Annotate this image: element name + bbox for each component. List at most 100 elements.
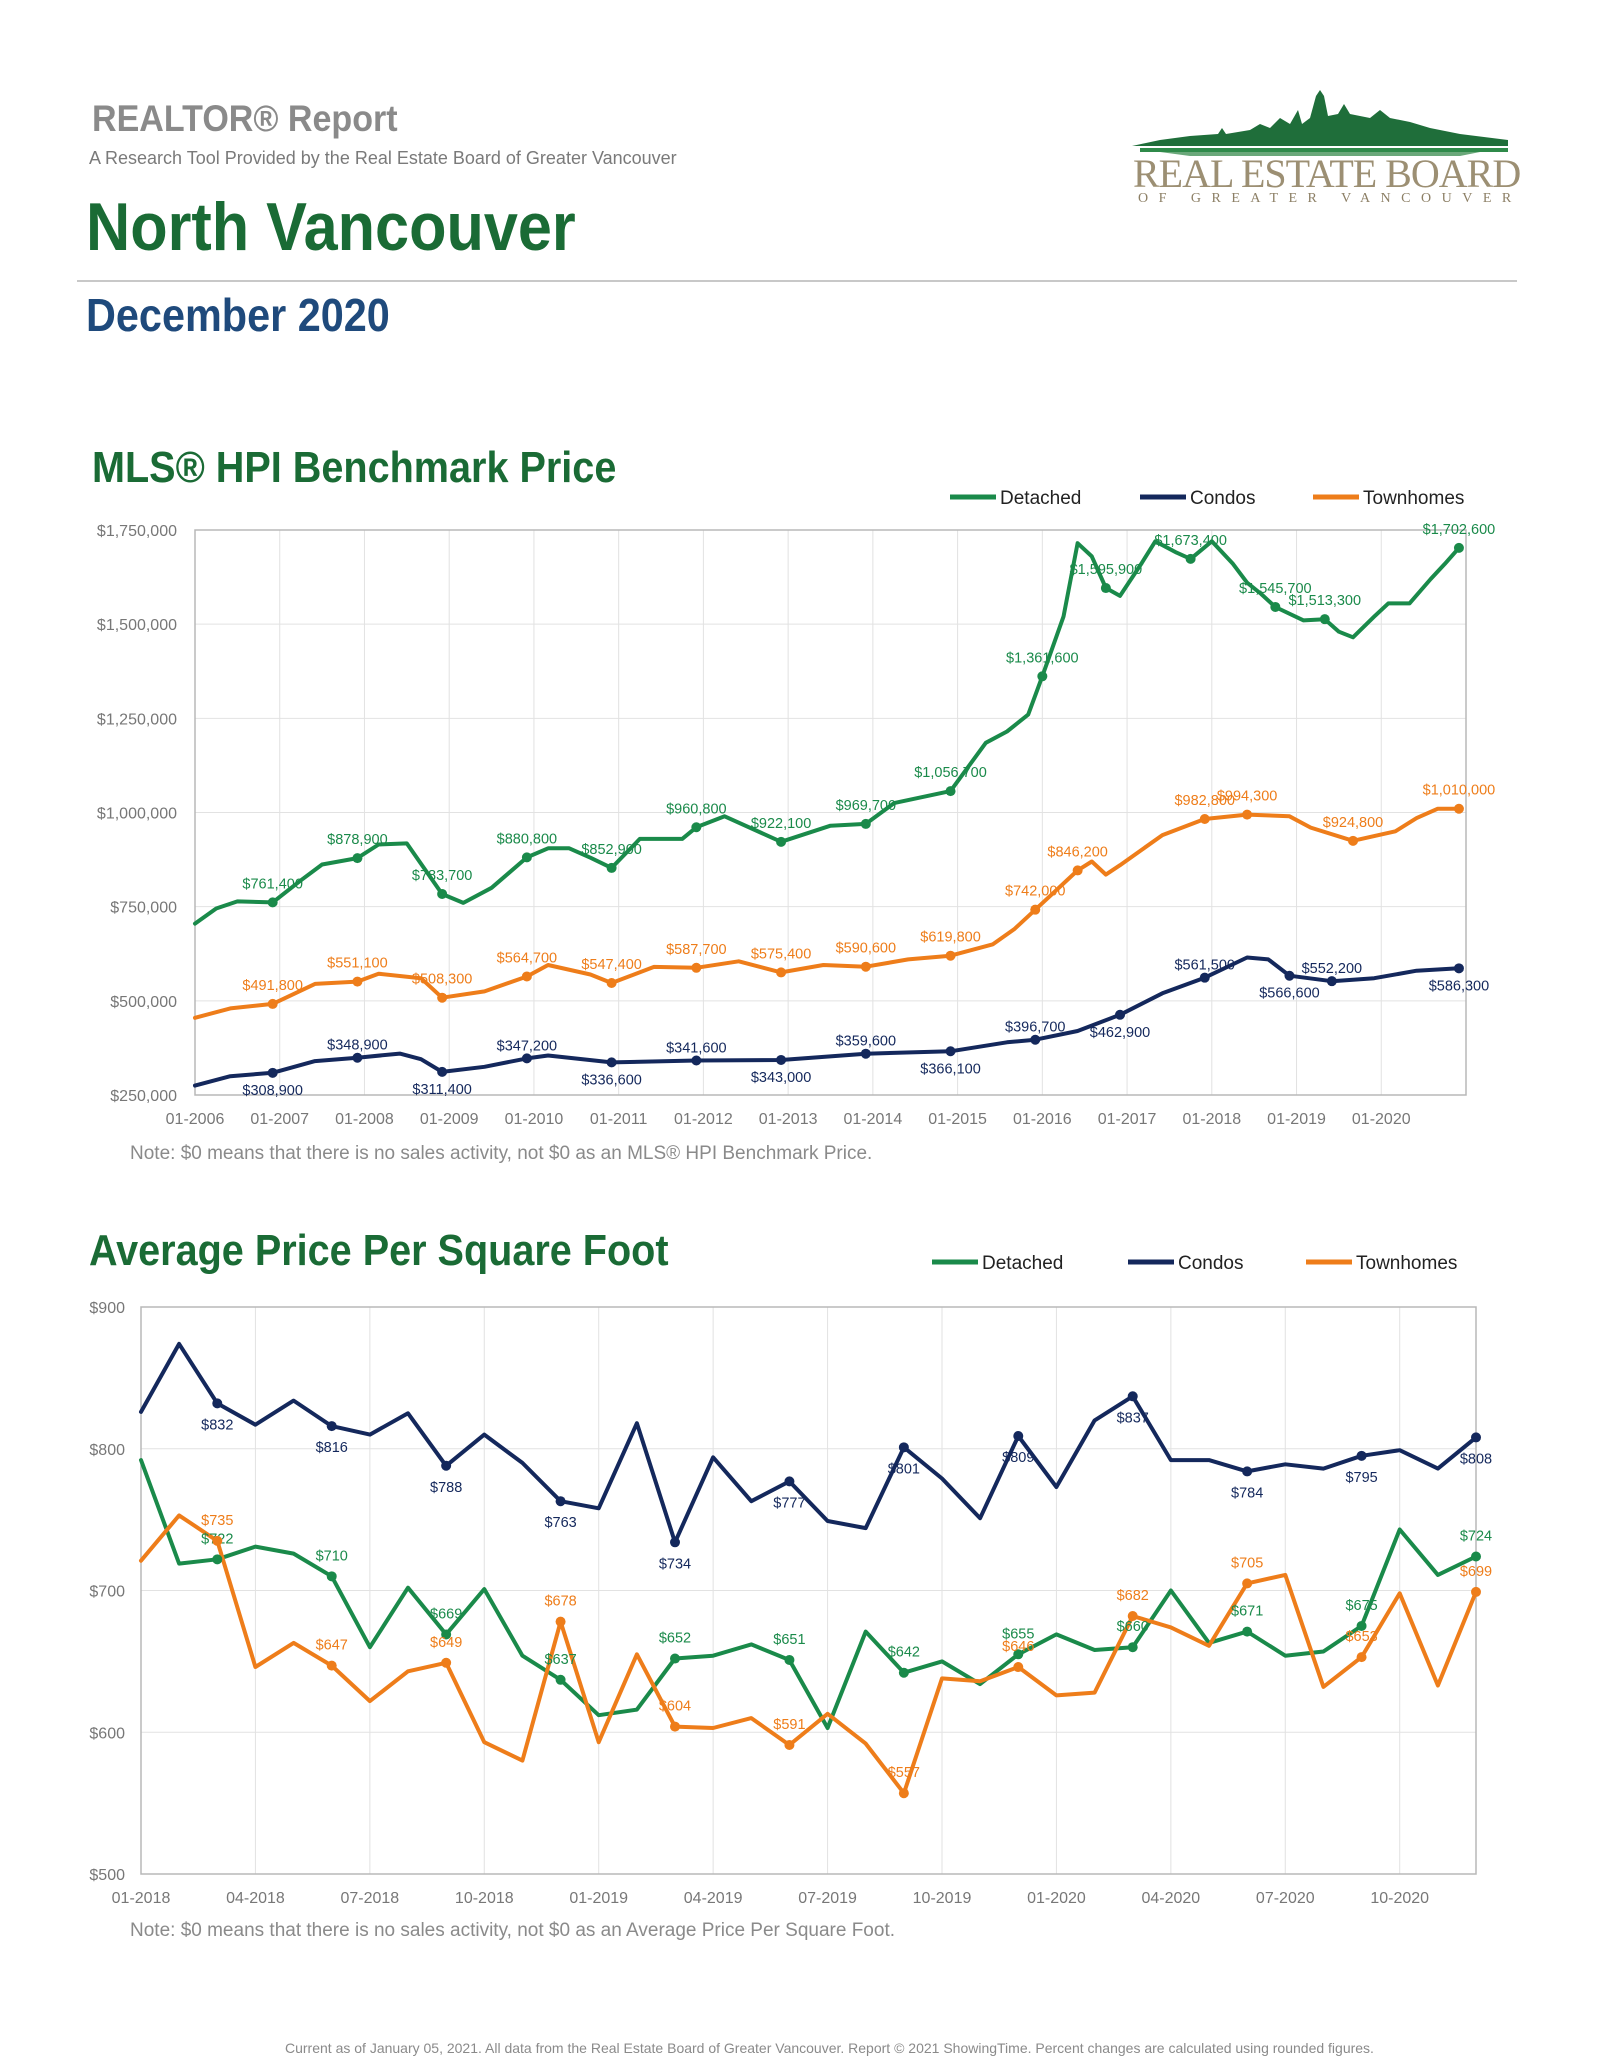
data-label-condos: $795 [1345, 1470, 1377, 1486]
data-point-detached [691, 822, 702, 833]
x-tick-label: 07-2019 [798, 1890, 857, 1907]
x-tick-label: 01-2017 [1098, 1111, 1157, 1128]
data-label-condos: $777 [773, 1495, 805, 1511]
data-point-townhomes [1242, 1578, 1253, 1589]
data-label-townhomes: $551,100 [327, 956, 387, 972]
data-label-townhomes: $557 [888, 1765, 920, 1781]
data-point-condos [1326, 976, 1337, 987]
x-tick-label: 04-2019 [684, 1890, 743, 1907]
x-tick-label: 01-2018 [1182, 1111, 1241, 1128]
data-label-condos: $311,400 [412, 1082, 471, 1098]
footer-text: Current as of January 05, 2021. All data… [285, 2040, 1374, 2056]
data-label-condos: $308,900 [242, 1083, 302, 1099]
data-label-townhomes: $491,800 [242, 978, 302, 994]
page-title: North Vancouver [86, 189, 576, 265]
data-point-townhomes [1453, 803, 1464, 814]
data-label-detached: $783,700 [412, 868, 472, 884]
data-point-detached [1100, 583, 1111, 594]
data-point-detached [1013, 1649, 1024, 1660]
data-point-condos [1356, 1450, 1367, 1461]
data-point-condos [1115, 1009, 1126, 1020]
data-label-condos: $462,900 [1090, 1025, 1150, 1041]
data-label-townhomes: $742,000 [1005, 884, 1065, 900]
x-tick-label: 01-2011 [590, 1111, 648, 1128]
data-point-townhomes [670, 1721, 680, 1732]
data-point-detached [670, 1653, 680, 1664]
series-line-condos [193, 955, 1461, 1088]
data-label-detached: $761,400 [242, 876, 302, 892]
header-divider [77, 280, 1517, 282]
data-label-detached: $724 [1460, 1528, 1492, 1544]
data-point-townhomes [1013, 1662, 1024, 1673]
data-label-townhomes: $924,800 [1323, 815, 1383, 831]
y-tick-label: $900 [89, 1300, 125, 1317]
data-label-condos: $359,600 [836, 1034, 896, 1050]
data-label-townhomes: $647 [316, 1638, 348, 1654]
ppsf-chart: $500 $600 $700 $800 $900 01-2018 04-2018 07-201… [89, 1253, 1492, 1907]
x-tick-label: 04-2018 [226, 1890, 285, 1907]
data-point-condos [784, 1476, 795, 1487]
x-tick-label: 01-2020 [1027, 1890, 1086, 1907]
y-tick-label: $1,750,000 [97, 523, 177, 540]
x-tick-label: 01-2013 [759, 1111, 818, 1128]
data-label-detached: $1,595,900 [1070, 562, 1143, 578]
data-point-detached [521, 852, 532, 863]
data-label-detached: $880,800 [497, 831, 557, 847]
data-label-condos: $396,700 [1005, 1020, 1065, 1036]
y-tick-label: $800 [89, 1442, 125, 1459]
data-label-condos: $837 [1117, 1410, 1149, 1426]
data-point-townhomes [267, 998, 278, 1009]
data-point-condos [1030, 1034, 1041, 1045]
data-label-detached: $1,673,400 [1154, 533, 1227, 549]
data-label-condos: $341,600 [666, 1040, 726, 1056]
data-point-townhomes [352, 976, 363, 987]
data-label-detached: $710 [316, 1548, 348, 1564]
data-point-detached [1185, 553, 1196, 564]
data-label-townhomes: $547,400 [581, 957, 641, 973]
y-tick-label: $700 [89, 1584, 125, 1601]
x-tick-label: 01-2012 [674, 1111, 733, 1128]
report-label: REALTOR® Report [92, 98, 398, 139]
data-point-detached [1356, 1620, 1367, 1631]
data-label-detached: $655 [1002, 1626, 1034, 1642]
data-label-detached: $669 [430, 1606, 462, 1622]
data-point-condos [1284, 970, 1295, 981]
ppsf-note: Note: $0 means that there is no sales ac… [130, 1920, 896, 1941]
data-label-detached: $1,513,300 [1288, 593, 1361, 609]
x-tick-label: 10-2020 [1370, 1890, 1429, 1907]
data-label-condos: $784 [1231, 1485, 1263, 1501]
data-point-townhomes [1072, 865, 1083, 876]
data-point-detached [267, 897, 278, 908]
data-point-townhomes [784, 1740, 795, 1751]
x-tick-label: 01-2009 [420, 1111, 479, 1128]
data-point-townhomes [898, 1788, 909, 1799]
data-point-detached [1319, 614, 1330, 625]
x-tick-label: 07-2020 [1256, 1890, 1315, 1907]
y-tick-label: $1,500,000 [97, 617, 177, 634]
series-line-condos [139, 1341, 1478, 1545]
data-label-condos: $816 [316, 1440, 348, 1456]
data-point-condos [521, 1053, 532, 1064]
data-point-condos [555, 1496, 566, 1507]
data-point-condos [326, 1421, 337, 1432]
x-tick-label: 01-2019 [569, 1890, 628, 1907]
data-label-townhomes: $587,700 [666, 942, 726, 958]
data-label-townhomes: $619,800 [920, 930, 980, 946]
data-label-detached: $960,800 [666, 801, 726, 817]
y-tick-label: $600 [89, 1725, 125, 1742]
data-point-condos [898, 1442, 909, 1453]
data-label-townhomes: $508,300 [412, 972, 472, 988]
board-logo-skyline [1132, 90, 1508, 156]
data-label-detached: $1,545,700 [1239, 581, 1312, 597]
data-label-townhomes: $678 [544, 1594, 576, 1610]
data-point-condos [437, 1066, 448, 1077]
data-label-detached: $642 [888, 1645, 920, 1661]
y-tick-label: $250,000 [110, 1088, 177, 1105]
x-tick-label: 01-2006 [166, 1111, 225, 1128]
data-label-condos: $763 [544, 1515, 576, 1531]
data-label-townhomes: $591 [773, 1717, 805, 1733]
data-label-townhomes: $846,200 [1047, 844, 1107, 860]
data-point-detached [1471, 1551, 1481, 1562]
data-point-condos [267, 1067, 278, 1078]
data-label-detached: $969,700 [836, 798, 896, 814]
